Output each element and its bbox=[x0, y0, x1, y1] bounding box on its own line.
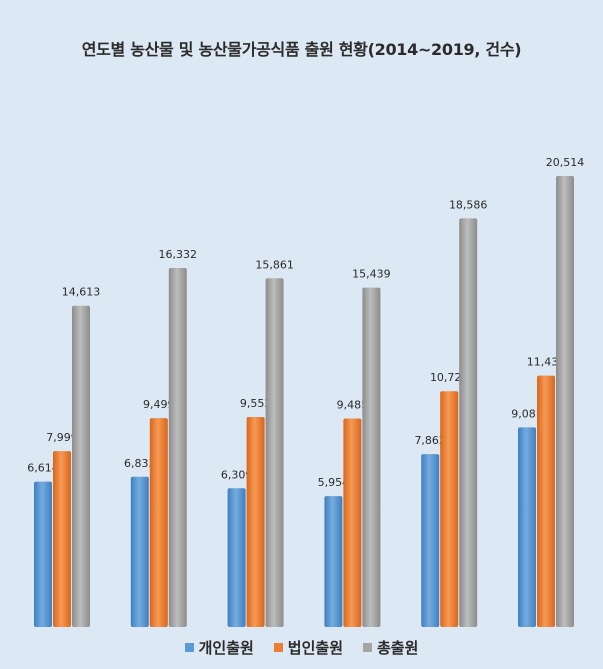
legend-item-individual: 개인출원 bbox=[184, 637, 254, 658]
data-label-corporate-2015: 9,499 bbox=[143, 398, 175, 411]
bar-corporate-2015 bbox=[149, 418, 168, 627]
data-label-total-2019: 20,514 bbox=[546, 156, 585, 169]
data-label-corporate-2018: 10,724 bbox=[430, 371, 469, 384]
data-label-corporate-2019: 11,433 bbox=[527, 356, 566, 369]
legend-swatch-individual bbox=[184, 643, 194, 652]
data-label-total-2017: 15,439 bbox=[352, 268, 391, 281]
data-label-corporate-2016: 9,552 bbox=[240, 397, 272, 410]
legend-item-total: 총출원 bbox=[363, 637, 418, 658]
bar-corporate-2019 bbox=[537, 375, 555, 627]
bar-individual-2015 bbox=[130, 476, 149, 627]
data-label-total-2018: 18,586 bbox=[449, 198, 488, 211]
bar-total-2018 bbox=[459, 218, 478, 627]
data-label-total-2016: 15,861 bbox=[255, 258, 294, 271]
bar-total-2014 bbox=[72, 305, 90, 627]
data-label-corporate-2017: 9,485 bbox=[337, 398, 369, 411]
data-label-corporate-2014: 7,999 bbox=[46, 431, 78, 444]
legend-swatch-total bbox=[363, 643, 372, 652]
bar-total-2015 bbox=[168, 267, 187, 627]
data-label-individual-2014: 6,614 bbox=[27, 462, 59, 475]
data-label-individual-2017: 5,954 bbox=[318, 476, 350, 489]
data-label-total-2014: 14,613 bbox=[62, 286, 101, 299]
bar-total-2019 bbox=[556, 176, 574, 627]
legend-item-corporate: 법인출원 bbox=[273, 637, 343, 658]
bar-corporate-2014 bbox=[53, 451, 71, 627]
bar-corporate-2017 bbox=[343, 418, 362, 627]
data-label-individual-2015: 6,833 bbox=[124, 457, 156, 470]
bar-individual-2018 bbox=[421, 454, 440, 627]
bar-corporate-2018 bbox=[440, 391, 459, 627]
data-label-total-2015: 16,332 bbox=[159, 248, 198, 261]
data-label-individual-2018: 7,862 bbox=[414, 434, 446, 447]
bar-individual-2014 bbox=[34, 481, 52, 627]
bar-corporate-2016 bbox=[246, 416, 265, 627]
bar-total-2016 bbox=[265, 278, 284, 627]
legend-label-total: 총출원 bbox=[377, 639, 419, 657]
legend-label-individual: 개인출원 bbox=[198, 639, 254, 657]
data-label-individual-2016: 6,309 bbox=[221, 468, 253, 481]
bar-individual-2016 bbox=[227, 488, 246, 627]
chart-legend: 개인출원 법인출원 총출원 bbox=[0, 637, 603, 658]
chart-title: 연도별 농산물 및 농산물가공식품 출원 현황(2014~2019, 건수) bbox=[81, 40, 522, 59]
legend-label-corporate: 법인출원 bbox=[287, 639, 343, 657]
bar-individual-2019 bbox=[518, 427, 536, 627]
data-label-individual-2019: 9,081 bbox=[511, 407, 543, 420]
legend-swatch-corporate bbox=[273, 643, 283, 652]
bar-individual-2017 bbox=[324, 496, 343, 627]
bar-total-2017 bbox=[362, 287, 381, 627]
